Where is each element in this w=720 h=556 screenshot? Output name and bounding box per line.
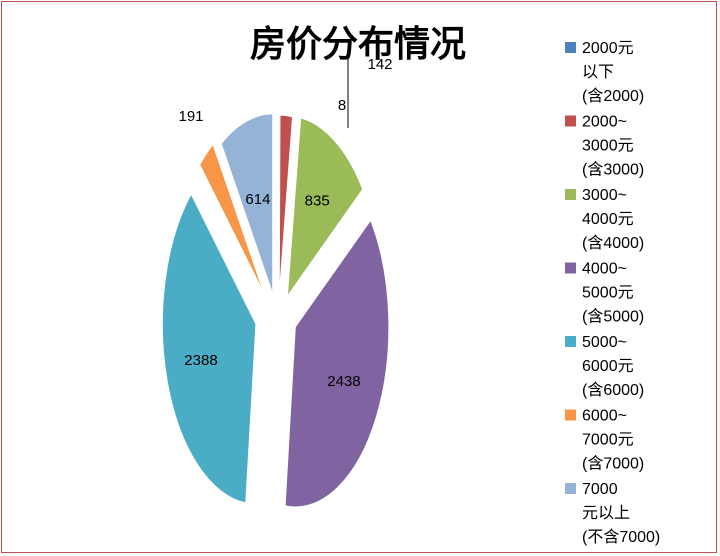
data-label: 835 (305, 192, 330, 209)
pie-slice (277, 114, 280, 296)
legend-item: 2000~ 3000元 (含3000) (565, 114, 644, 179)
pie-slice (199, 143, 265, 295)
legend-item: 5000~ 6000元 (含6000) (565, 334, 644, 399)
legend-label: (不含7000) (582, 528, 660, 546)
legend-label: 以下 (582, 64, 614, 81)
legend-swatch (565, 262, 576, 274)
legend-label: (含6000) (582, 381, 644, 399)
legend-item: 4000~ 5000元 (含5000) (565, 261, 644, 326)
legend-label: (含4000) (582, 234, 644, 252)
data-label: 2388 (184, 352, 217, 369)
legend-label: (含3000) (582, 161, 644, 179)
data-label: 614 (245, 191, 270, 208)
legend-label: 2000元 (582, 40, 634, 57)
legend-label: 7000 (582, 481, 618, 498)
legend-label: 4000~ (582, 261, 627, 278)
legend-item: 7000 元以上 (不含7000) (565, 481, 660, 546)
pie-slice (284, 219, 390, 508)
legend-swatch (565, 409, 576, 421)
legend-label: 3000~ (582, 187, 627, 204)
legend-label: 6000~ (582, 408, 627, 425)
legend-item: 3000~ 4000元 (含4000) (565, 187, 644, 252)
legend-label: 7000元 (582, 432, 634, 449)
legend-label: 2000~ (582, 114, 627, 131)
legend-label: 4000元 (582, 211, 634, 228)
data-label: 191 (178, 108, 203, 125)
legend-label: 5000~ (582, 334, 627, 351)
legend-label: 3000元 (582, 138, 634, 155)
pie-slice (161, 193, 257, 504)
legend-label: 6000元 (582, 358, 634, 375)
pie-slice (286, 117, 364, 298)
data-labels: 8 142 835 2438 2388 191 614 (178, 56, 392, 390)
legend-label: (含5000) (582, 308, 644, 326)
legend-label: (含7000) (582, 455, 644, 473)
legend-swatch (565, 189, 576, 200)
legend-label: (含2000) (582, 87, 644, 105)
data-label: 8 (338, 97, 346, 114)
pie-slice (278, 114, 294, 296)
pie-slices (161, 113, 390, 508)
legend-label: 5000元 (582, 285, 634, 302)
pie-slice (220, 113, 274, 295)
data-label: 2438 (327, 373, 360, 390)
legend-swatch (565, 115, 576, 127)
data-label: 142 (367, 56, 392, 73)
legend-item: 6000~ 7000元 (含7000) (565, 408, 644, 473)
legend-label: 元以上 (582, 504, 630, 522)
chart-title: 房价分布情况 (250, 24, 466, 65)
legend-swatch (565, 336, 576, 347)
legend-swatch (565, 483, 576, 494)
legend-swatch (565, 42, 576, 53)
